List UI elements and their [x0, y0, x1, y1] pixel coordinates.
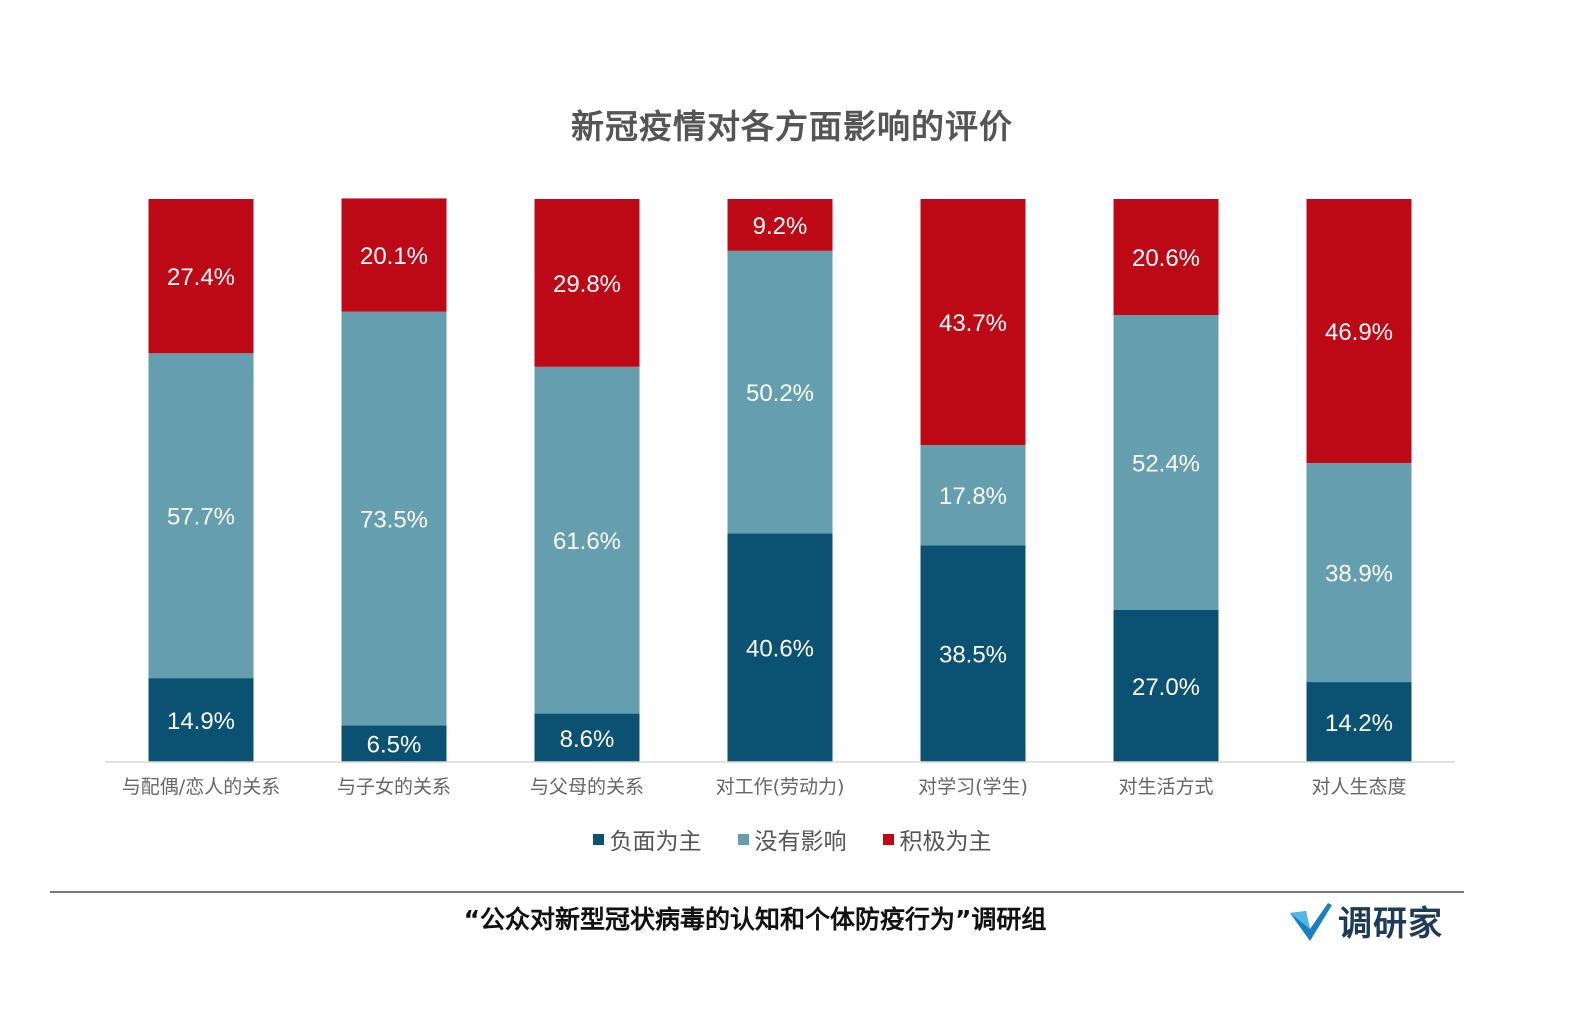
legend-swatch — [737, 833, 749, 845]
data-label: 8.6% — [560, 726, 615, 753]
bar-segment — [1306, 199, 1412, 464]
bar-segment — [1113, 609, 1219, 762]
bar-segment — [534, 199, 640, 367]
footer-divider — [50, 891, 1464, 893]
data-label: 20.6% — [1132, 245, 1200, 272]
brand-logo: 调研家 — [1288, 896, 1443, 945]
bar-segment — [341, 311, 447, 726]
data-label: 50.2% — [746, 380, 814, 407]
x-tick-label: 与父母的关系 — [530, 776, 644, 798]
data-label: 61.6% — [553, 528, 621, 555]
data-label: 38.5% — [939, 642, 1007, 669]
legend-label: 没有影响 — [754, 829, 847, 855]
legend-item: 负面为主 — [592, 822, 702, 856]
data-label: 17.8% — [939, 483, 1007, 510]
legend-item: 没有影响 — [737, 822, 847, 856]
data-label: 29.8% — [553, 271, 621, 298]
data-label: 40.6% — [746, 636, 814, 663]
chart-title: 新冠疫情对各方面影响的评价 — [571, 107, 1013, 146]
bar-segment — [148, 353, 254, 679]
bar-segment — [920, 199, 1026, 446]
data-label: 38.9% — [1325, 561, 1393, 588]
data-label: 6.5% — [367, 732, 422, 759]
data-label: 43.7% — [939, 310, 1007, 337]
logo-text: 调研家 — [1338, 904, 1443, 944]
checkmark-logo-icon — [1290, 902, 1332, 941]
data-label: 27.0% — [1132, 674, 1200, 701]
data-label: 9.2% — [753, 213, 808, 240]
bar-segment — [1306, 463, 1412, 683]
x-tick-label: 对学习(学生) — [918, 776, 1028, 798]
x-tick-label: 对工作(劳动力) — [716, 776, 845, 798]
bar-segment — [534, 366, 640, 714]
bar-segment — [534, 713, 640, 762]
bar-segment — [148, 199, 254, 354]
data-label: 27.4% — [167, 264, 235, 291]
legend-label: 积极为主 — [899, 829, 992, 855]
bar-segment — [920, 445, 1026, 546]
bar-segment — [1306, 682, 1412, 762]
data-label: 52.4% — [1132, 450, 1200, 477]
bar-segment — [148, 678, 254, 762]
footer-source: “公众对新型冠状病毒的认知和个体防疫行为”调研组 — [463, 905, 1047, 934]
data-label: 73.5% — [360, 507, 428, 534]
legend: 负面为主 没有影响 积极为主 — [0, 822, 1584, 856]
legend-swatch — [592, 833, 604, 845]
bar-segment — [727, 199, 833, 251]
x-tick-label: 与配偶/恋人的关系 — [122, 776, 280, 798]
bar-segment — [920, 545, 1026, 762]
bar-segment — [341, 725, 447, 762]
legend-label: 负面为主 — [609, 829, 702, 855]
legend-item: 积极为主 — [882, 822, 992, 856]
x-tick-labels: 与配偶/恋人的关系 与子女的关系 与父母的关系 对工作(劳动力) 对学习(学生) 对生活方… — [122, 776, 1407, 798]
data-label: 46.9% — [1325, 319, 1393, 346]
bars-layer: 14.9% 57.7% 27.4% 6.5% 73.5% 20.1% 8.6% 61.6% 29… — [148, 198, 1412, 762]
data-label: 14.2% — [1325, 710, 1393, 737]
bar-segment — [727, 533, 833, 762]
bar-segment — [341, 198, 447, 312]
x-tick-label: 对人生态度 — [1311, 776, 1406, 798]
bar-segment — [1113, 314, 1219, 610]
data-label: 57.7% — [167, 504, 235, 531]
x-tick-label: 对生活方式 — [1118, 776, 1213, 798]
data-label: 14.9% — [167, 708, 235, 735]
bar-segment — [1113, 199, 1219, 315]
bar-segment — [727, 250, 833, 534]
legend-swatch — [882, 833, 894, 845]
x-tick-label: 与子女的关系 — [337, 776, 451, 798]
data-label: 20.1% — [360, 243, 428, 270]
